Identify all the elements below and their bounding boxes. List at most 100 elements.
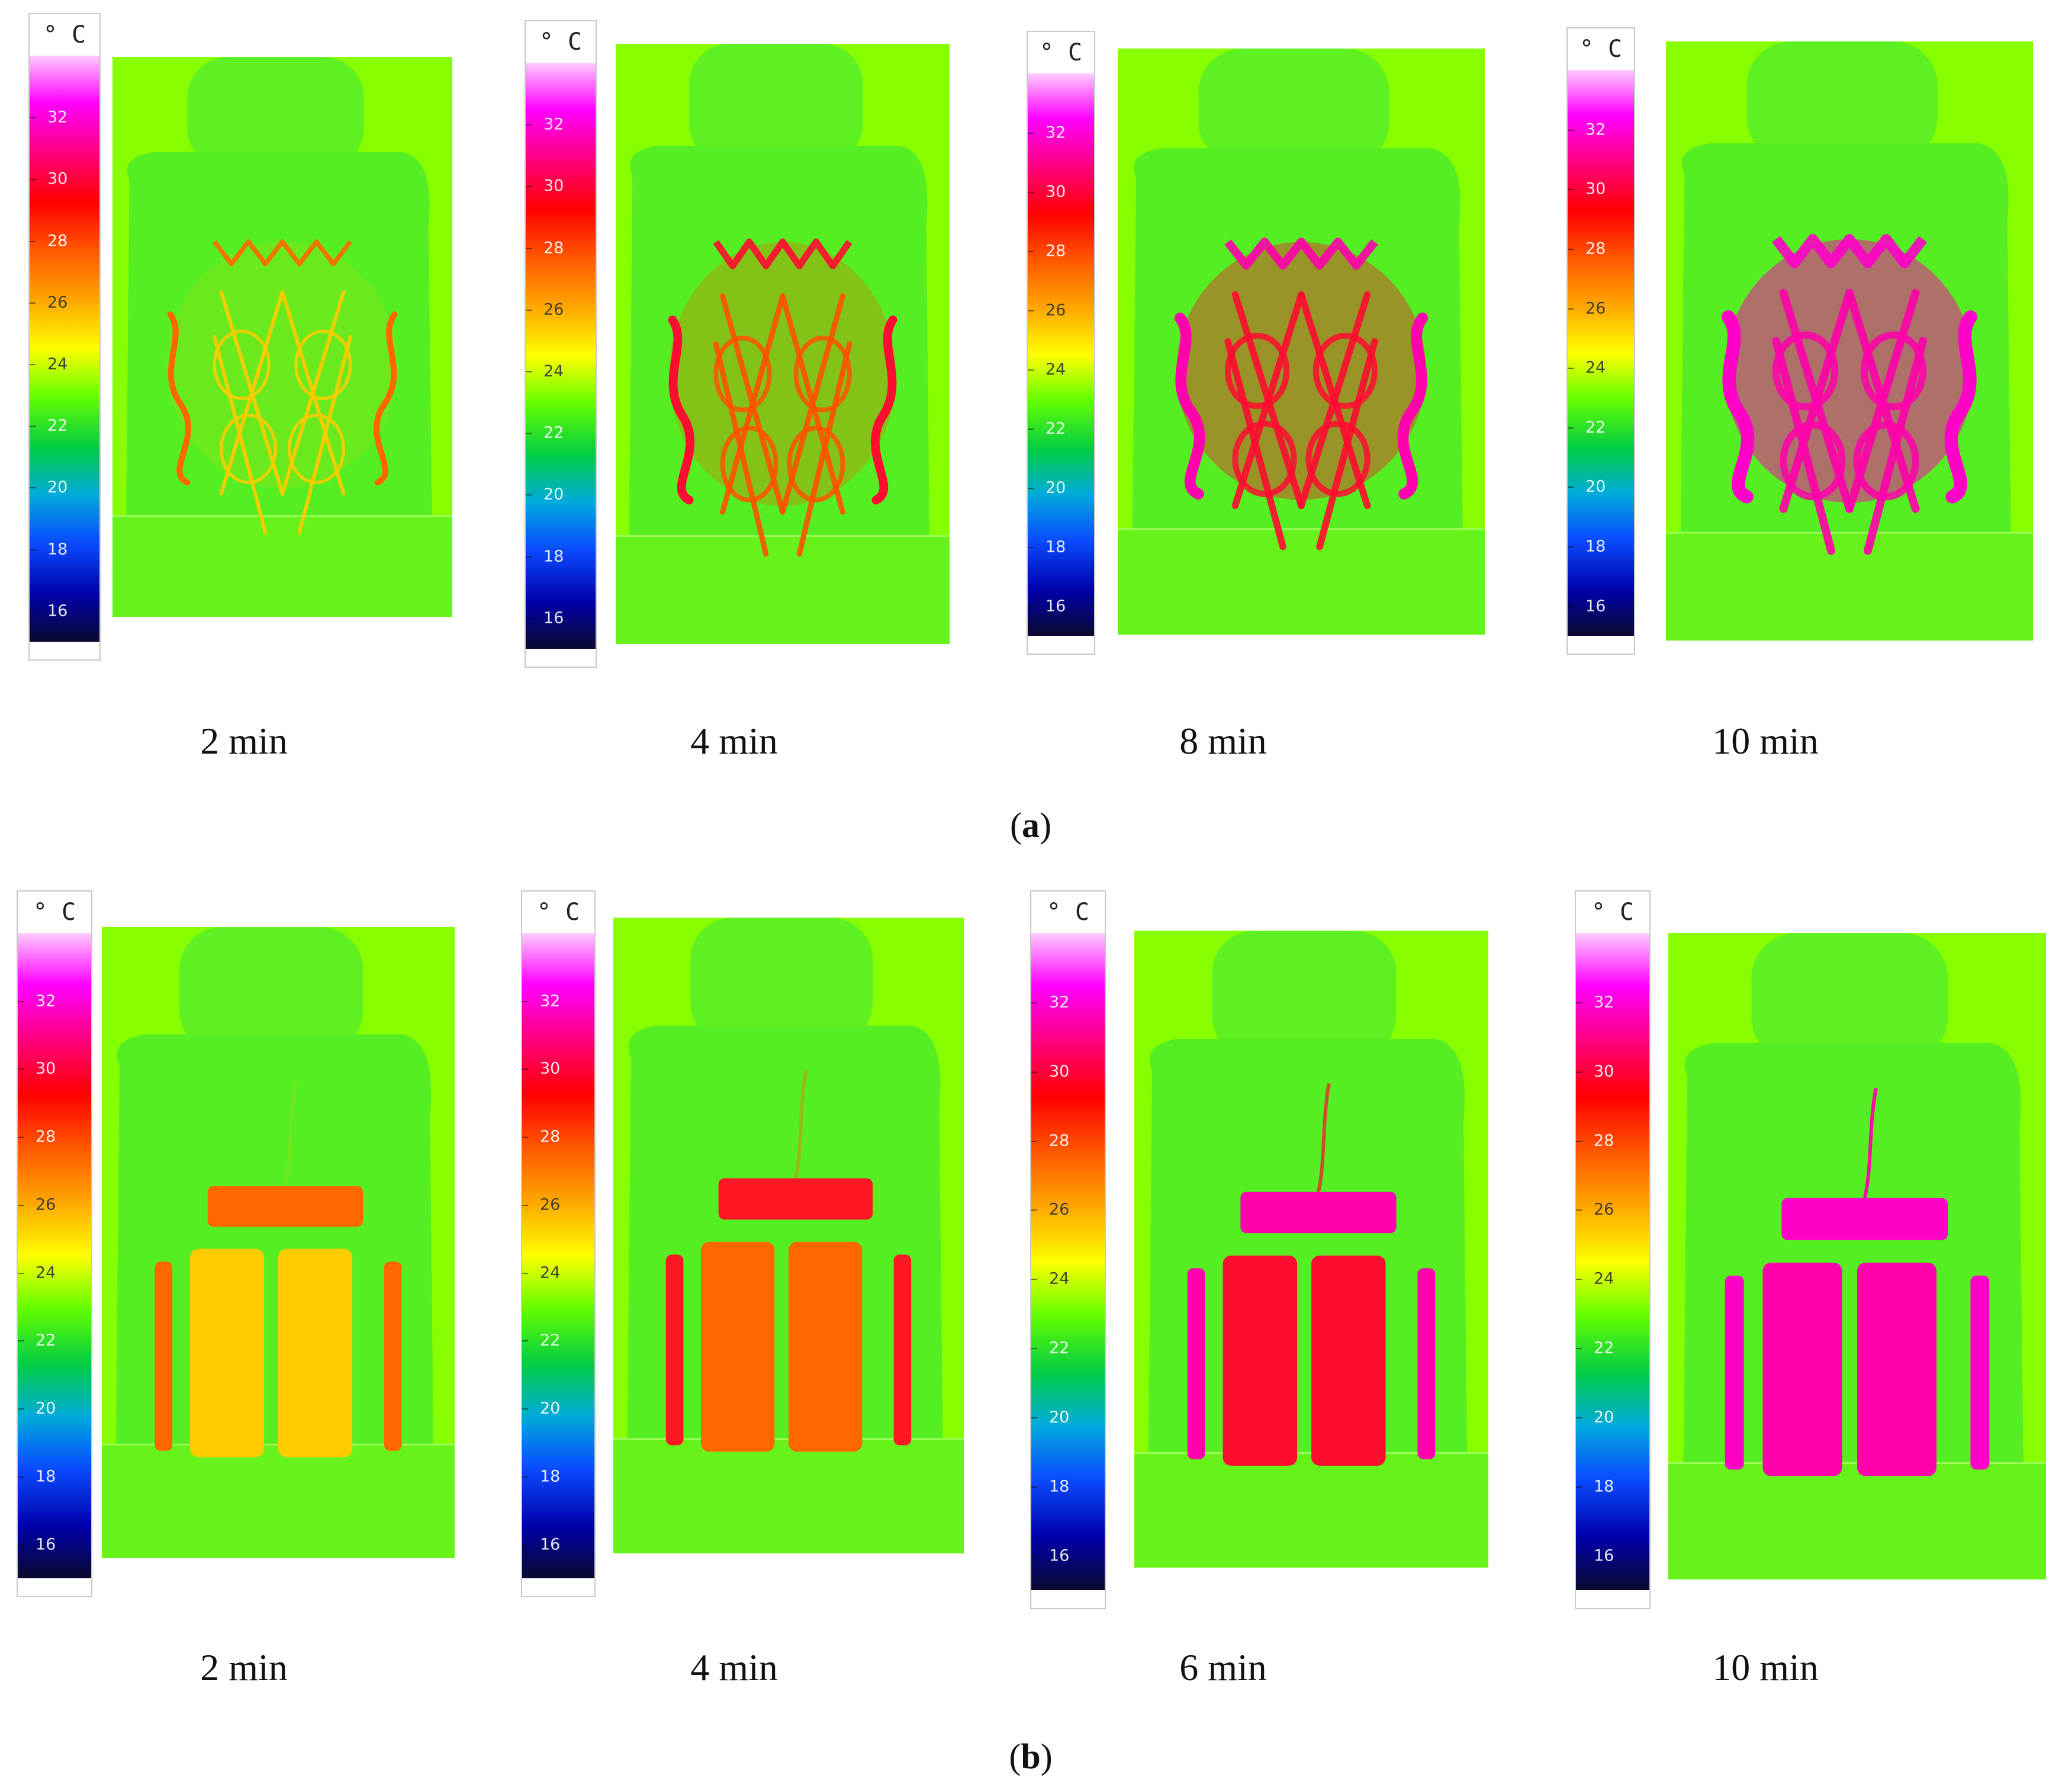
heating-wire-lattice: [1316, 338, 1378, 551]
heating-wire-side: [167, 311, 191, 486]
colorbar-tick-label: 28: [36, 1127, 56, 1146]
colorbar-gradient: [1028, 73, 1094, 636]
heating-wire-lattice: [713, 341, 769, 557]
heat-glow: [1176, 242, 1426, 500]
colorbar-tick-mark: [526, 371, 532, 373]
heating-pad-right: [789, 1241, 863, 1452]
colorbar-unit: ° C: [33, 899, 76, 926]
colorbar-tick-label: 22: [540, 1331, 561, 1350]
seat-cushion: [1668, 1463, 2046, 1579]
headrest: [1751, 933, 1948, 1063]
colorbar-unit: ° C: [1579, 36, 1623, 63]
thermal-svg: [1118, 49, 1485, 635]
colorbar-tick-mark: [526, 247, 532, 249]
heating-cable: [1317, 1083, 1331, 1192]
colorbar-tick-label: 26: [1046, 301, 1066, 320]
colorbar-tick-mark: [30, 426, 36, 427]
colorbar-tick-mark: [1028, 369, 1034, 371]
heating-pad-upper: [207, 1186, 363, 1227]
heating-cable: [283, 1078, 298, 1186]
colorbar-tick-mark: [1576, 1002, 1582, 1003]
heat-glow: [669, 242, 896, 506]
thermal-svg: [112, 57, 452, 617]
colorbar-tick-mark: [1031, 1417, 1037, 1418]
heating-wire-lattice: [796, 341, 853, 557]
colorbar-tick-mark: [18, 1069, 24, 1070]
thermal-svg: [1134, 931, 1488, 1568]
colorbar-tick-label: 16: [540, 1535, 561, 1554]
colorbar-unit: ° C: [1591, 899, 1635, 926]
colorbar-gradient: [1568, 70, 1634, 636]
colorbar-tick-mark: [18, 1272, 24, 1274]
heat-glow: [1725, 239, 1974, 503]
thermal-image: [102, 927, 455, 1558]
colorbar-tick-mark: [1028, 488, 1034, 489]
colorbar-tick-mark: [526, 556, 532, 558]
backrest: [1132, 148, 1463, 529]
colorbar-gradient: [1576, 933, 1649, 1590]
heating-strip-right: [1417, 1268, 1436, 1460]
colorbar-tick-mark: [522, 1069, 528, 1070]
colorbar-tick-mark: [18, 1476, 24, 1478]
headrest: [187, 57, 364, 169]
time-label: 4 min: [690, 1646, 778, 1688]
colorbar-tick-label: 32: [1594, 993, 1614, 1012]
colorbar-tick-label: 20: [1049, 1408, 1070, 1427]
colorbar-tick-label: 26: [1585, 299, 1606, 318]
colorbar-tick-mark: [522, 1476, 528, 1478]
colorbar-tick-mark: [30, 610, 36, 612]
colorbar-tick-label: 30: [47, 169, 68, 188]
colorbar-tick-mark: [30, 179, 36, 181]
colorbar-tick-mark: [1031, 1555, 1037, 1557]
colorbar-tick-mark: [30, 487, 36, 489]
colorbar: ° C 32 30 28 26 24 22 20 18 16: [1030, 890, 1106, 1609]
colorbar: ° C 32 30 28 26 24 22 20 18 16: [1575, 890, 1651, 1609]
colorbar-tick-label: 16: [36, 1535, 56, 1554]
colorbar-tick-mark: [1576, 1417, 1582, 1418]
time-label: 2 min: [200, 1646, 288, 1688]
time-label: 6 min: [1179, 1646, 1267, 1688]
colorbar-tick-label: 18: [36, 1467, 56, 1486]
colorbar-tick-mark: [18, 1137, 24, 1138]
colorbar-tick-mark: [526, 124, 532, 126]
thermal-image: [1668, 933, 2046, 1579]
heating-strip-right: [893, 1254, 912, 1446]
colorbar-tick-mark: [18, 1544, 24, 1546]
heating-wire-lattice: [280, 290, 346, 496]
colorbar-tick-mark: [1576, 1209, 1582, 1211]
colorbar-tick-label: 18: [1594, 1477, 1614, 1496]
colorbar-corner-icon: [1077, 637, 1090, 650]
colorbar-tick-mark: [522, 1408, 528, 1410]
colorbar-tick-mark: [522, 1000, 528, 1002]
heating-wire-lattice: [1231, 291, 1305, 509]
heating-wire-loop: [1313, 333, 1378, 409]
colorbar-tick-label: 22: [1585, 418, 1606, 437]
colorbar-tick-mark: [30, 117, 36, 119]
time-label: 8 min: [1179, 720, 1267, 762]
colorbar-tick-label: 20: [540, 1399, 561, 1418]
colorbar-tick-label: 28: [1046, 242, 1066, 260]
heating-pad-right: [1857, 1262, 1936, 1476]
heating-pad-left: [1762, 1262, 1842, 1476]
colorbar-tick-label: 18: [540, 1467, 561, 1486]
colorbar-tick-label: 16: [1594, 1546, 1614, 1565]
heating-pad-left: [701, 1241, 775, 1452]
colorbar-tick-label: 24: [1585, 358, 1606, 377]
colorbar-unit: ° C: [1039, 39, 1083, 66]
heating-strip-left: [1187, 1268, 1205, 1460]
colorbar-tick-label: 32: [543, 115, 564, 134]
backrest: [629, 146, 930, 536]
heating-wire-loop: [1305, 420, 1371, 497]
heating-pad-right: [1311, 1255, 1386, 1466]
colorbar-tick-label: 16: [1046, 597, 1066, 616]
heating-wire-side: [1397, 313, 1428, 500]
seat-cushion: [1666, 532, 2033, 641]
seat-cushion: [613, 1439, 964, 1553]
colorbar-tick-mark: [1028, 251, 1034, 252]
colorbar-tick-mark: [526, 186, 532, 188]
seat-cushion: [1118, 529, 1485, 635]
heating-wire-loop: [1853, 421, 1919, 501]
colorbar-tick-label: 30: [543, 176, 564, 195]
colorbar-tick-mark: [1028, 133, 1034, 134]
heating-wire-side: [374, 311, 398, 486]
